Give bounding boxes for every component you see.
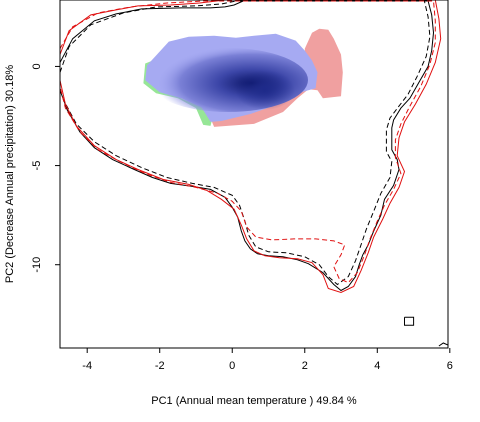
density-core-peak [235,70,295,110]
x-tick-label: 0 [229,360,235,372]
x-tick-label: -2 [155,360,165,372]
x-tick-label: 2 [302,360,308,372]
dashed-contour-4 [60,0,431,286]
y-axis-title: PC2 (Decrease Annual precipitation) 30.1… [4,65,16,284]
plot-area [60,0,448,347]
plot-frame [59,0,449,349]
density-core [148,48,308,112]
solid-contour-7 [404,316,415,326]
y-tick-label: 0 [31,63,43,69]
y-tick-label: -10 [31,257,43,273]
x-tick-label: -4 [82,360,92,372]
solid-contour-8 [438,342,448,347]
y-tick-label: -5 [31,161,43,171]
environment-contours [60,0,448,347]
x-axis-title: PC1 (Annual mean temperature ) 49.84 % [151,395,357,407]
y-axis: 0 -5 -10 [31,63,60,273]
x-tick-label: 6 [447,360,453,372]
x-axis: -4 -2 0 2 4 6 [82,348,453,372]
x-tick-label: 4 [374,360,380,372]
